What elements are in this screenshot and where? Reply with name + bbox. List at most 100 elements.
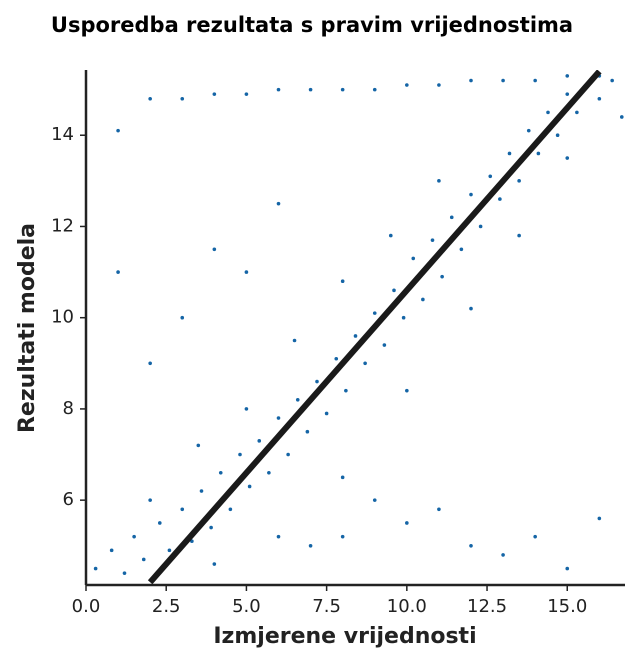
- point: [340, 475, 345, 480]
- point: [565, 156, 570, 160]
- point: [469, 78, 473, 83]
- point: [180, 96, 185, 101]
- point: [449, 215, 454, 220]
- point: [148, 361, 152, 366]
- x-tick-label: 2.5: [152, 596, 181, 617]
- point: [517, 179, 521, 183]
- point: [478, 224, 483, 229]
- point: [93, 566, 98, 571]
- point: [148, 498, 152, 502]
- point: [555, 133, 560, 138]
- fit-line: [147, 70, 602, 585]
- point: [517, 233, 521, 238]
- x-tick-label: 7.5: [312, 596, 341, 617]
- point: [619, 115, 624, 119]
- point: [597, 96, 602, 101]
- point: [308, 543, 313, 548]
- point: [533, 78, 537, 83]
- point: [180, 507, 185, 512]
- point: [421, 297, 425, 302]
- point: [148, 96, 152, 101]
- point: [405, 83, 409, 87]
- y-tick-label: 12: [51, 215, 74, 236]
- point: [167, 548, 172, 553]
- point: [292, 338, 297, 343]
- x-axis-label: Izmjerene vrijednosti: [213, 624, 476, 649]
- point: [610, 78, 614, 83]
- point: [244, 407, 249, 411]
- point: [565, 74, 570, 78]
- point: [437, 179, 441, 183]
- point: [308, 87, 313, 92]
- point: [353, 334, 358, 338]
- point: [430, 238, 435, 242]
- point: [382, 343, 387, 347]
- point: [199, 489, 204, 493]
- point: [212, 92, 217, 96]
- point: [209, 525, 213, 530]
- point: [212, 562, 217, 566]
- point: [507, 151, 512, 156]
- x-tick-label: 0.0: [72, 596, 101, 617]
- point: [276, 201, 281, 206]
- point: [392, 288, 396, 293]
- point: [157, 521, 162, 525]
- point: [469, 192, 473, 197]
- point: [116, 270, 120, 274]
- point: [405, 388, 409, 393]
- point: [405, 521, 409, 525]
- point: [372, 311, 377, 315]
- y-tick-label: 8: [63, 398, 74, 419]
- point: [324, 411, 329, 416]
- point: [196, 443, 201, 448]
- point: [132, 534, 136, 539]
- point: [363, 361, 367, 366]
- point: [372, 87, 377, 92]
- x-tick-label: 15.0: [547, 596, 587, 617]
- chart-title: Usporedba rezultata s pravim vrijednosti…: [51, 13, 573, 37]
- x-tick-label: 10.0: [387, 596, 427, 617]
- point: [401, 315, 406, 320]
- point: [536, 151, 541, 156]
- point: [244, 92, 249, 96]
- point: [488, 174, 493, 179]
- point: [247, 484, 252, 489]
- point: [372, 498, 377, 502]
- point: [276, 87, 281, 92]
- point: [469, 306, 473, 311]
- point: [180, 315, 185, 320]
- point: [411, 256, 416, 261]
- point: [501, 553, 505, 557]
- y-tick-label: 14: [51, 124, 74, 145]
- point: [546, 110, 550, 115]
- point: [276, 534, 281, 539]
- point: [267, 470, 271, 475]
- point: [344, 388, 348, 393]
- point: [340, 279, 345, 284]
- point: [315, 379, 319, 384]
- point: [257, 439, 262, 443]
- point: [565, 92, 570, 96]
- point: [228, 507, 233, 512]
- point: [459, 247, 464, 252]
- point: [565, 566, 570, 571]
- point: [526, 128, 531, 133]
- point: [276, 416, 281, 420]
- point: [440, 274, 444, 279]
- point: [533, 534, 537, 539]
- point: [575, 110, 579, 115]
- point: [305, 429, 310, 434]
- point: [286, 452, 290, 457]
- point: [437, 507, 441, 512]
- point: [340, 87, 345, 92]
- point: [212, 247, 217, 252]
- point: [469, 543, 473, 548]
- point: [109, 548, 114, 553]
- y-tick-label: 6: [63, 489, 74, 510]
- point: [388, 233, 393, 238]
- point: [340, 534, 345, 539]
- point: [244, 270, 249, 274]
- point: [498, 197, 502, 201]
- x-tick-label: 12.5: [467, 596, 507, 617]
